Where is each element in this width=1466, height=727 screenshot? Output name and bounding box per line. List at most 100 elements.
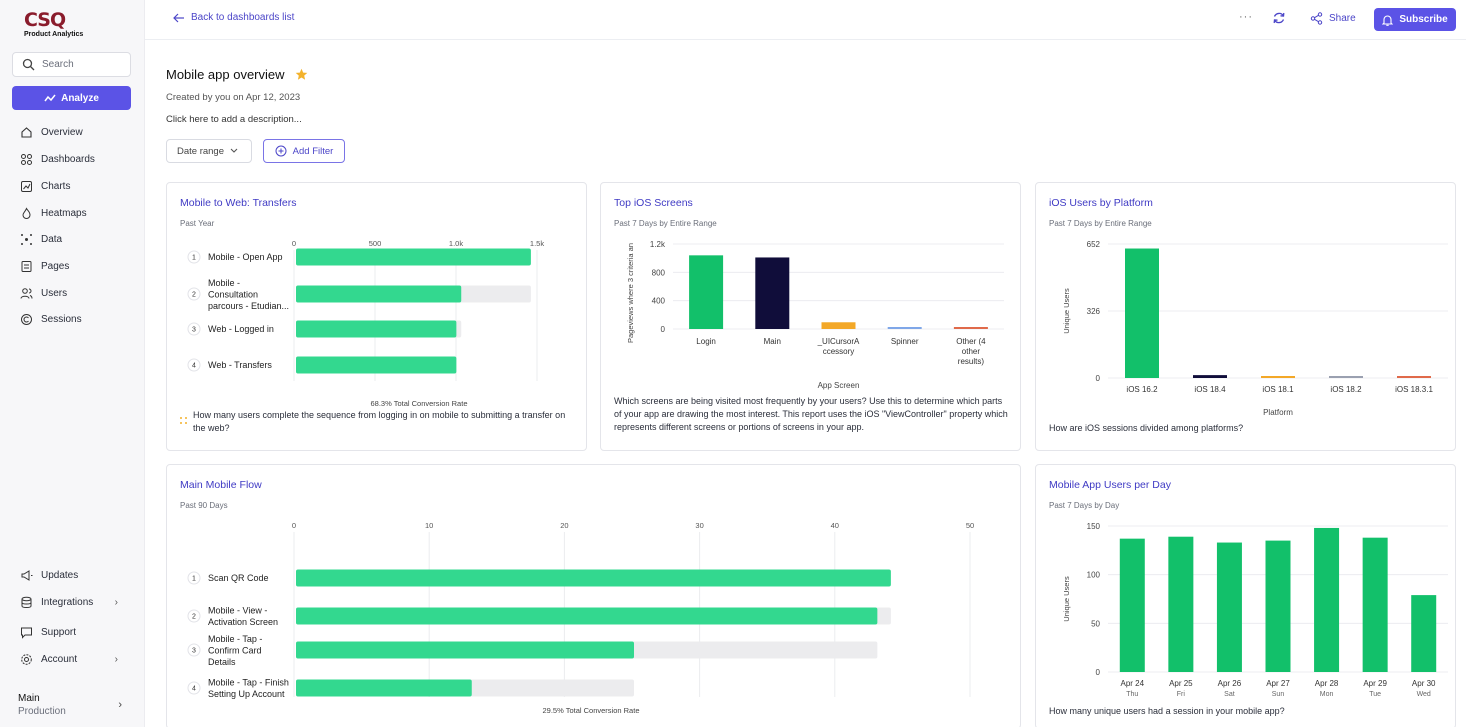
y-tick-label: 150 xyxy=(1087,522,1101,531)
bar xyxy=(296,285,462,303)
sidebar-item-label: Dashboards xyxy=(41,153,95,165)
conversion-caption: 68.3% Total Conversion Rate xyxy=(370,399,467,408)
card-title[interactable]: Top iOS Screens xyxy=(614,197,693,209)
megaphone-icon xyxy=(21,569,33,581)
bar xyxy=(296,607,878,625)
sidebar-item-label: Account xyxy=(41,653,78,665)
chevron-right-icon: › xyxy=(114,653,118,665)
category-label: Mobile - View -Activation Screen xyxy=(208,606,278,628)
category-label: Mobile - Open App xyxy=(208,252,283,262)
sidebar-item-label: Integrations xyxy=(41,596,94,608)
x-tick-label: Login xyxy=(696,337,716,346)
bar xyxy=(296,641,634,659)
sidebar-item-overview[interactable]: Overview xyxy=(20,125,130,139)
x-tick-label: 40 xyxy=(831,521,839,530)
add-filter-button[interactable]: Add Filter xyxy=(263,139,345,163)
x-tick-label: iOS 18.1 xyxy=(1262,385,1294,394)
step-number: 1 xyxy=(192,255,196,262)
bar xyxy=(1329,376,1363,378)
step-badge xyxy=(187,681,201,695)
top-bar: Back to dashboards list ··· Share Subscr… xyxy=(145,0,1466,40)
x-tick-label: 500 xyxy=(369,239,382,248)
card-title[interactable]: iOS Users by Platform xyxy=(1049,197,1153,209)
share-button[interactable]: Share xyxy=(1310,12,1356,25)
card-ios-users-by-platform: iOS Users by Platform Past 7 Days by Ent… xyxy=(1035,182,1456,451)
back-link[interactable]: Back to dashboards list xyxy=(173,12,294,23)
logo[interactable]: CSQ Product Analytics xyxy=(24,9,83,39)
description-prompt[interactable]: Click here to add a description... xyxy=(166,114,302,125)
sessions-icon xyxy=(21,313,32,325)
environment-switcher[interactable]: Main Production › xyxy=(18,693,128,717)
sidebar-item-label: Updates xyxy=(41,569,79,581)
sidebar-item-label: Sessions xyxy=(41,313,82,325)
step-number: 4 xyxy=(192,363,196,370)
sidebar-item-heatmaps[interactable]: Heatmaps xyxy=(20,206,130,220)
sidebar-item-pages[interactable]: Pages xyxy=(20,259,130,273)
subscribe-button[interactable]: Subscribe xyxy=(1374,8,1456,31)
conversion-caption: 29.5% Total Conversion Rate xyxy=(542,706,639,715)
bar xyxy=(1261,376,1295,378)
sidebar-item-label: Pages xyxy=(41,260,70,272)
dashboard-main: Mobile app overview Created by you on Ap… xyxy=(145,40,1466,727)
x-tick-label: iOS 18.2 xyxy=(1330,385,1362,394)
bar xyxy=(1125,248,1159,378)
sidebar-item-charts[interactable]: Charts xyxy=(20,179,130,193)
sidebar-item-account[interactable]: Account › xyxy=(20,652,130,666)
sidebar-item-updates[interactable]: Updates xyxy=(20,568,130,582)
sidebar-item-label: Heatmaps xyxy=(41,207,87,219)
y-tick-label: 400 xyxy=(652,297,666,306)
sidebar-item-label: Support xyxy=(41,626,77,638)
sidebar-item-users[interactable]: Users xyxy=(20,286,130,300)
y-tick-label: 50 xyxy=(1091,619,1100,628)
card-title[interactable]: Mobile to Web: Transfers xyxy=(180,197,297,209)
chat-icon xyxy=(21,627,32,639)
bar xyxy=(953,327,988,329)
search-input[interactable]: Search xyxy=(12,52,131,77)
more-options-button[interactable]: ··· xyxy=(1239,11,1253,23)
step-number: 3 xyxy=(192,648,196,655)
back-label: Back to dashboards list xyxy=(191,12,295,23)
logo-mark: CSQ xyxy=(24,9,66,31)
gear-icon xyxy=(21,653,32,665)
card-subtitle: Past 90 Days xyxy=(180,501,228,510)
share-icon xyxy=(1310,12,1323,25)
bar xyxy=(1193,375,1227,378)
sidebar-item-support[interactable]: Support xyxy=(20,625,130,639)
step-number: 3 xyxy=(192,327,196,334)
card-top-ios-screens: Top iOS Screens Past 7 Days by Entire Ra… xyxy=(600,182,1021,451)
chevron-right-icon: › xyxy=(118,699,122,711)
search-placeholder: Search xyxy=(42,59,74,70)
sidebar-item-integrations[interactable]: Integrations › xyxy=(20,595,130,609)
chevron-down-icon xyxy=(230,148,238,153)
date-range-label: Date range xyxy=(177,145,225,157)
page-icon xyxy=(21,260,32,272)
date-range-dropdown[interactable]: Date range xyxy=(166,139,252,163)
star-icon[interactable] xyxy=(295,68,308,81)
sidebar-item-data[interactable]: Data xyxy=(20,232,130,246)
bar xyxy=(296,679,472,697)
share-label: Share xyxy=(1329,13,1356,24)
sidebar-item-dashboards[interactable]: Dashboards xyxy=(20,152,130,166)
card-description: How many users complete the sequence fro… xyxy=(193,410,566,433)
card-description: How many unique users had a session in y… xyxy=(1049,706,1285,716)
sidebar-item-sessions[interactable]: Sessions xyxy=(20,312,130,326)
chevron-right-icon: › xyxy=(114,596,118,608)
step-badge xyxy=(187,287,201,301)
x-tick-label: 0 xyxy=(292,521,296,530)
refresh-icon[interactable] xyxy=(1272,11,1286,25)
x-tick-label: _UICursorA ccessory xyxy=(817,337,860,356)
dashboard-grid-icon xyxy=(21,153,32,165)
step-badge xyxy=(187,358,201,372)
x-tick-label: 1.5k xyxy=(530,239,544,248)
card-title[interactable]: Mobile App Users per Day xyxy=(1049,479,1171,491)
category-label: Mobile - Tap -Confirm Card Details xyxy=(208,634,262,667)
dashboard-title[interactable]: Mobile app overview xyxy=(166,67,285,82)
category-label: Scan QR Code xyxy=(208,573,269,583)
analyze-button[interactable]: Analyze xyxy=(12,86,131,110)
x-tick-label: Other (4 other results) xyxy=(956,337,986,366)
bar xyxy=(887,327,922,329)
x-tick-label: Apr 24 Thu xyxy=(1120,679,1144,698)
x-tick-label: iOS 18.3.1 xyxy=(1395,385,1433,394)
card-title[interactable]: Main Mobile Flow xyxy=(180,479,262,491)
y-axis-label: Pageviews where 3 criteria an xyxy=(626,243,635,343)
